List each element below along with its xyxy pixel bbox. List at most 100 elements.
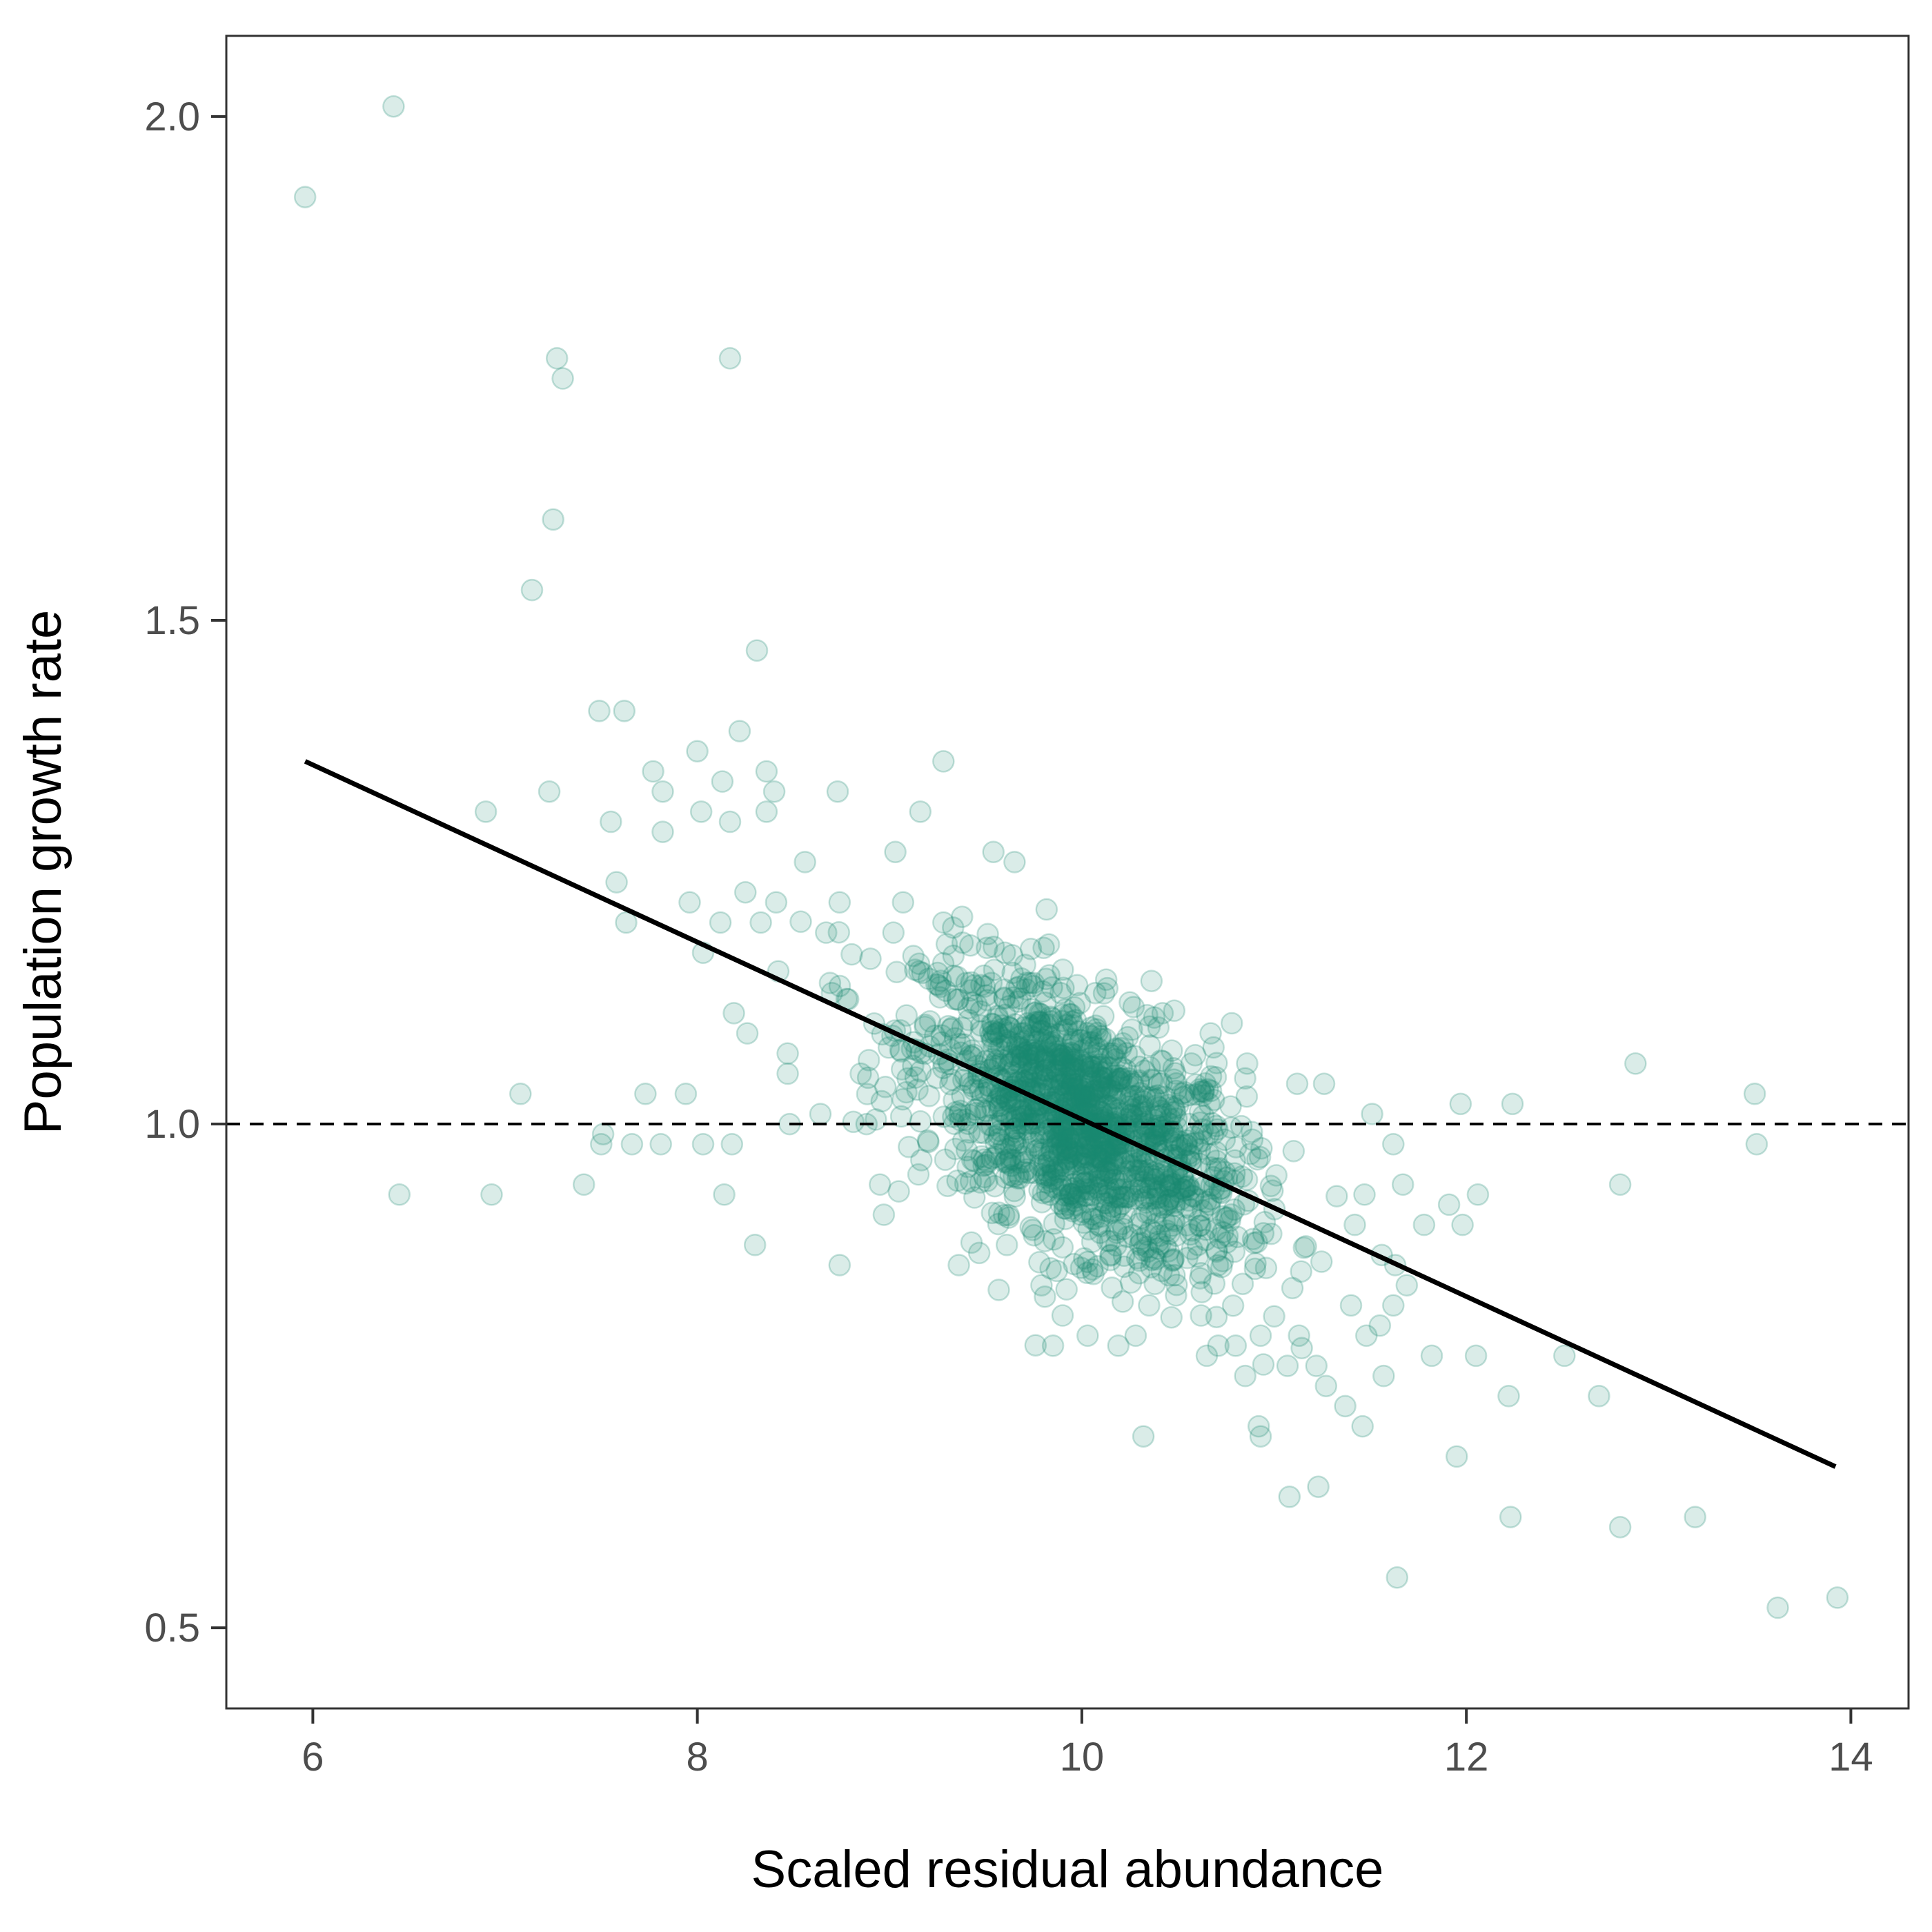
scatter-point — [382, 95, 405, 118]
scatter-point — [1096, 1078, 1119, 1101]
scatter-point — [1025, 1139, 1047, 1163]
y-tick-label: 1.5 — [144, 598, 200, 643]
scatter-point — [1147, 1123, 1171, 1146]
scatter-point — [1188, 1138, 1212, 1161]
scatter-point — [1023, 1041, 1046, 1065]
scatter-point — [1090, 1025, 1112, 1048]
scatter-point — [980, 1030, 1003, 1053]
scatter-point — [1149, 1105, 1172, 1128]
scatter-point — [1073, 1247, 1096, 1270]
scatter-point — [1009, 1098, 1033, 1122]
scatter-point — [946, 988, 969, 1012]
scatter-point — [1024, 1010, 1047, 1034]
scatter-point — [1060, 1010, 1083, 1033]
scatter-point — [1059, 1126, 1083, 1150]
scatter-point — [1072, 1053, 1096, 1076]
scatter-point — [1129, 1095, 1152, 1118]
scatter-point — [1163, 1210, 1186, 1232]
scatter-point — [1018, 1034, 1041, 1056]
scatter-point — [1103, 1064, 1125, 1087]
scatter-point — [964, 1101, 987, 1125]
scatter-point — [980, 1025, 1003, 1048]
scatter-point — [1163, 1068, 1185, 1091]
scatter-point — [1002, 1165, 1025, 1188]
scatter-point — [1159, 1174, 1183, 1197]
scatter-point — [874, 1076, 897, 1098]
scatter-point — [898, 1135, 920, 1159]
scatter-point — [1281, 1276, 1304, 1300]
scatter-point — [1199, 1197, 1221, 1221]
scatter-point — [934, 979, 957, 1002]
scatter-point — [1049, 1169, 1072, 1192]
scatter-point — [1097, 1140, 1120, 1163]
x-tick-label: 14 — [1828, 1735, 1873, 1780]
scatter-point — [1048, 1080, 1072, 1103]
scatter-point — [996, 1087, 1018, 1110]
scatter-point — [1135, 1236, 1159, 1259]
scatter-point — [1292, 1236, 1316, 1259]
scatter-point — [1143, 1006, 1166, 1029]
scatter-point — [1334, 1394, 1357, 1418]
scatter-point — [1234, 1067, 1256, 1090]
scatter-point — [1089, 1221, 1112, 1244]
scatter-point — [1205, 1218, 1228, 1241]
scatter-point — [1086, 1021, 1109, 1045]
scatter-point — [1091, 1150, 1114, 1174]
scatter-point — [1149, 1232, 1172, 1256]
scatter-point — [1165, 1116, 1188, 1138]
scatter-point — [1290, 1260, 1312, 1283]
scatter-point — [891, 891, 915, 914]
scatter-point — [1285, 1072, 1309, 1095]
scatter-point — [976, 1170, 998, 1192]
scatter-point — [1254, 1256, 1278, 1279]
scatter-point — [1058, 1003, 1081, 1026]
scatter-point — [1032, 1045, 1055, 1067]
scatter-point — [1153, 1210, 1176, 1233]
scatter-point — [1103, 1185, 1125, 1209]
scatter-point — [388, 1183, 411, 1206]
scatter-point — [1047, 1047, 1070, 1070]
scatter-point — [1034, 1122, 1057, 1145]
scatter-point — [1129, 1081, 1152, 1105]
scatter-point — [1027, 1002, 1051, 1025]
scatter-point — [1062, 1143, 1085, 1166]
scatter-point — [1052, 1190, 1075, 1212]
scatter-point — [1122, 996, 1145, 1018]
scatter-point — [1016, 972, 1038, 994]
scatter-point — [976, 989, 999, 1012]
scatter-point — [1089, 1053, 1112, 1076]
scatter-point — [1157, 1239, 1181, 1263]
scatter-point — [1104, 1096, 1127, 1120]
scatter-point — [1094, 1179, 1118, 1202]
scatter-point — [998, 1021, 1021, 1045]
scatter-point — [1002, 1110, 1025, 1132]
scatter-point — [1128, 1055, 1151, 1078]
scatter-point — [1083, 1036, 1107, 1058]
scatter-point — [1060, 1078, 1083, 1101]
scatter-point — [995, 1105, 1018, 1127]
scatter-point — [1012, 1022, 1036, 1045]
scatter-point — [1106, 1067, 1130, 1090]
scatter-point — [1088, 1076, 1112, 1099]
scatter-point — [1080, 1172, 1103, 1195]
scatter-point — [943, 1027, 967, 1049]
scatter-point — [1061, 1072, 1085, 1095]
scatter-point — [914, 1015, 936, 1038]
scatter-point — [1093, 1159, 1116, 1183]
scatter-point — [1041, 1007, 1064, 1029]
scatter-point — [1065, 1072, 1088, 1096]
scatter-point — [1139, 1219, 1162, 1241]
scatter-point — [1016, 1065, 1038, 1088]
scatter-point — [1074, 1092, 1097, 1116]
scatter-point — [1117, 1067, 1140, 1090]
scatter-point — [1061, 1140, 1083, 1163]
scatter-point — [949, 1099, 972, 1123]
scatter-point — [908, 960, 931, 983]
scatter-point — [1104, 1047, 1127, 1071]
scatter-point — [1088, 1079, 1111, 1102]
scatter-point — [1110, 1056, 1133, 1079]
scatter-point — [983, 958, 1006, 981]
scatter-point — [1034, 1049, 1057, 1072]
scatter-point — [1288, 1324, 1310, 1347]
